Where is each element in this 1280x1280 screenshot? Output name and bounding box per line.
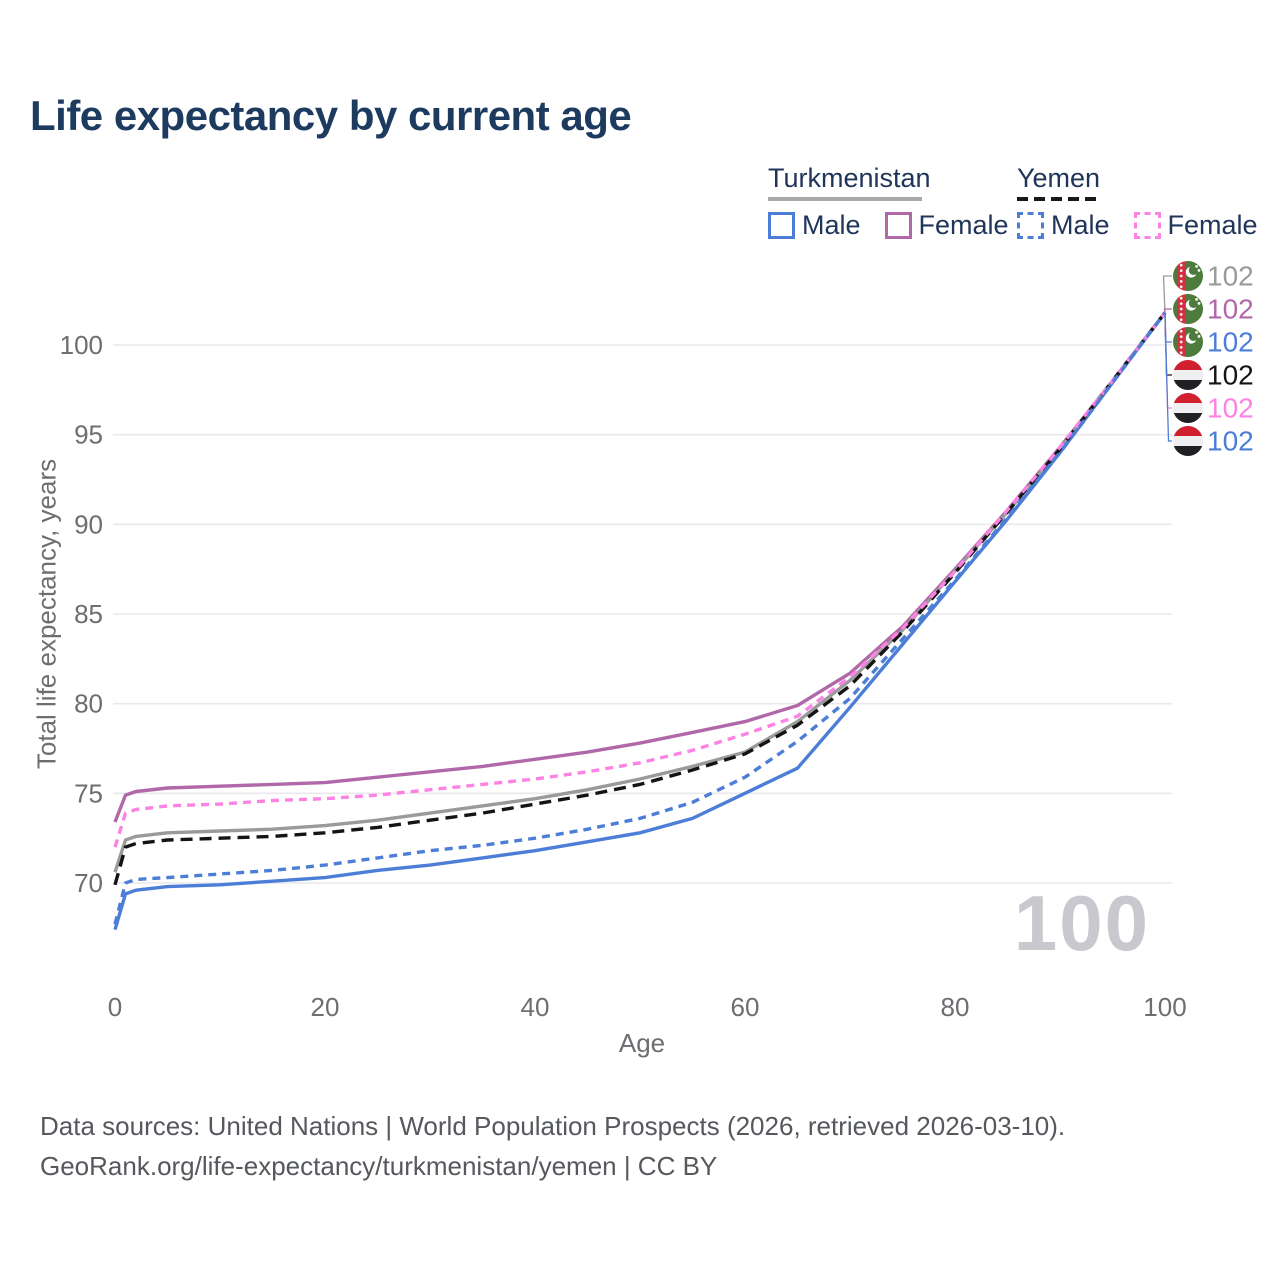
legend-item-label[interactable]: Female [1167,210,1258,240]
legend-group-yemen: Yemen Male Female [1017,163,1280,241]
end-value-label: 102 [1207,360,1254,391]
legend-country-label: Turkmenistan [768,163,931,193]
y-tick-label: 100 [60,330,103,360]
turkmenistan-flag-icon [1173,261,1203,291]
legend-item-label[interactable]: Female [918,210,1009,240]
y-tick-label: 85 [74,599,103,629]
footer: Data sources: United Nations | World Pop… [40,1106,1065,1186]
legend-item-label[interactable]: Male [802,210,861,240]
label-connector [1163,308,1172,313]
legend-item-label[interactable]: Male [1051,210,1110,240]
turkmenistan-flag-icon [1173,327,1203,357]
y-tick-label: 70 [74,868,103,898]
data-sources-text: Data sources: United Nations | World Pop… [40,1111,1066,1141]
attribution-text: GeoRank.org/life-expectancy/turkmenistan… [40,1151,718,1181]
yemen-flag-icon [1173,426,1203,456]
legend-line-style-dashed [1017,197,1099,201]
yemen-flag-icon [1173,393,1203,423]
end-value-label: 102 [1207,393,1254,424]
x-tick-label: 40 [521,992,550,1022]
legend-swatch-turkmenistan-male[interactable] [768,212,795,239]
x-tick-label: 20 [311,992,340,1022]
series-line-turkmenistan-male [113,311,1167,931]
x-tick-label: 80 [941,992,970,1022]
y-tick-label: 75 [74,778,103,808]
y-tick-label: 80 [74,689,103,719]
yemen-flag-icon [1173,360,1203,390]
legend-group-turkmenistan: Turkmenistan Male Female [768,163,1033,241]
end-value-label: 102 [1207,426,1254,457]
page-title: Life expectancy by current age [30,92,632,139]
series-line-yemen-female [113,311,1167,848]
y-tick-label: 95 [74,420,103,450]
series-line-turkmenistan-female [113,311,1167,823]
end-value-label: 102 [1207,261,1254,292]
series-line-yemen-male [113,311,1167,925]
label-connector [1164,312,1172,442]
age-watermark: 100 [1013,879,1150,967]
x-tick-label: 100 [1143,992,1186,1022]
x-tick-label: 0 [108,992,122,1022]
legend-swatch-turkmenistan-female[interactable] [884,212,912,239]
series-line-turkmenistan-both [113,311,1167,873]
end-value-label: 102 [1207,294,1254,325]
y-tick-label: 90 [74,509,103,539]
end-value-label: 102 [1207,327,1254,358]
legend-country-label: Yemen [1017,163,1101,193]
legend-swatch-yemen-female[interactable] [1133,212,1161,239]
legend-line-style-solid [768,197,922,201]
legend-swatch-yemen-male[interactable] [1017,212,1044,239]
x-axis-title: Age [618,1028,666,1058]
turkmenistan-flag-icon [1173,294,1203,324]
x-tick-label: 60 [731,992,760,1022]
label-connector [1162,275,1172,313]
